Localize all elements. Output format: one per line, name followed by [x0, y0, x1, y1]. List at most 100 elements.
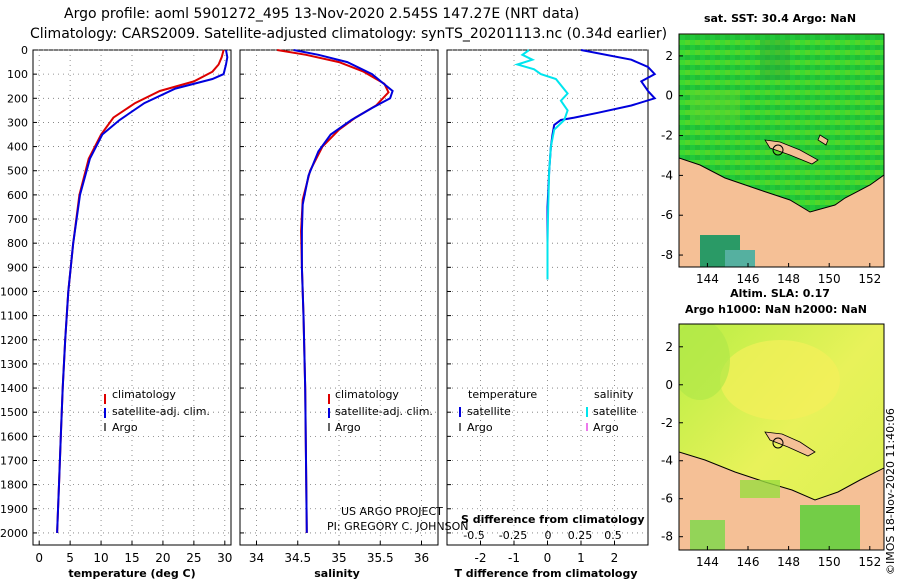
- series-line-climatology: [276, 49, 390, 533]
- map-lat-label: -6: [661, 208, 673, 222]
- depth-tick-label: 500: [7, 165, 28, 178]
- x-tick-label: 25: [186, 551, 201, 565]
- profile-series: [56, 49, 657, 533]
- depth-tick-label: 700: [7, 213, 28, 226]
- map2-frame: [678, 323, 885, 551]
- depth-tick-label: 1000: [0, 285, 28, 298]
- map-lat-label: 0: [665, 378, 673, 392]
- depth-tick-label: 1400: [0, 382, 28, 395]
- credit-line2: PI: GREGORY C. JOHNSON: [327, 520, 468, 533]
- depth-axis: 0 100 200 300 400 500 600 700 800 900 1000 1100 1200…: [0, 44, 451, 540]
- x2-tick-label: 0.5: [604, 529, 622, 542]
- legend-s-satellite: satellite: [593, 405, 637, 418]
- x2-tick-label: -0.25: [499, 529, 527, 542]
- legend-climatology: climatology: [112, 388, 176, 401]
- map-lon-label: 150: [818, 555, 841, 569]
- legend-t-argo: Argo: [467, 421, 493, 434]
- x-tick-label: 34: [249, 551, 264, 565]
- s-difference-ticks: -0.5 -0.25 0 0.25 0.5: [463, 529, 621, 542]
- depth-tick-label: 900: [7, 261, 28, 274]
- x2-tick-label: 0: [545, 529, 552, 542]
- credit-line1: US ARGO PROJECT: [341, 505, 443, 518]
- depth-tick-label: 200: [7, 92, 28, 105]
- x2-tick-label: -0.5: [463, 529, 484, 542]
- panel-grids: [33, 49, 648, 545]
- map-lat-label: 2: [665, 340, 673, 354]
- map1-title: sat. SST: 30.4 Argo: NaN: [704, 12, 856, 25]
- legend-t-satellite: satellite: [467, 405, 511, 418]
- depth-tick-label: 100: [7, 68, 28, 81]
- x-tick-label: 0: [35, 551, 43, 565]
- depth-tick-label: 400: [7, 141, 28, 154]
- x-tick-label: 35.5: [367, 551, 394, 565]
- map-lat-label: -8: [661, 248, 673, 262]
- x-tick-label: 30: [217, 551, 232, 565]
- legend-satellite-adj: satellite-adj. clim.: [112, 405, 210, 418]
- depth-tick-label: 1300: [0, 358, 28, 371]
- map1-subtitle: Altim. SLA: 0.17: [730, 287, 830, 300]
- map-lon-label: 150: [818, 272, 841, 286]
- map-lat-label: -4: [661, 168, 673, 182]
- argo-location-marker: [772, 144, 784, 156]
- xlabel-s-difference: S difference from climatology: [461, 513, 645, 526]
- x-tick-label: 5: [66, 551, 74, 565]
- height-map: [679, 324, 884, 550]
- xlabel-salinity: salinity: [314, 567, 360, 580]
- sst-map: [679, 34, 884, 267]
- map-lon-label: 146: [737, 555, 760, 569]
- map-lon-label: 152: [858, 272, 881, 286]
- depth-tick-label: 1500: [0, 406, 28, 419]
- x-tick-label: 10: [93, 551, 108, 565]
- x-tick-label: -1: [508, 551, 520, 565]
- timestamp: ©IMOS 18-Nov-2020 11:40:06: [884, 408, 897, 575]
- map-lat-label: -6: [661, 492, 673, 506]
- series-line-s-satellite: [513, 49, 569, 280]
- x-tick-label: 20: [155, 551, 170, 565]
- map-lon-label: 146: [737, 272, 760, 286]
- map-lat-label: 0: [665, 89, 673, 103]
- legend-title-temperature: temperature: [468, 388, 537, 401]
- depth-tick-label: 600: [7, 189, 28, 202]
- legend-satellite-adj: satellite-adj. clim.: [335, 405, 433, 418]
- depth-tick-label: 1800: [0, 479, 28, 492]
- x-tick-label: 0: [544, 551, 552, 565]
- x-axes: 0 5 10 15 20 25 30 34 34.5 35 35.5 36 -2 -1 0 1 2: [35, 541, 618, 565]
- temperature-legend: climatology satellite-adj. clim. Argo: [104, 388, 210, 434]
- depth-tick-label: 1900: [0, 503, 28, 516]
- map-lat-label: -4: [661, 454, 673, 468]
- map-lat-label: 2: [665, 49, 673, 63]
- map-lon-label: 152: [858, 555, 881, 569]
- difference-legend: temperature salinity satellite Argo sate…: [459, 388, 637, 434]
- x-tick-label: 15: [124, 551, 139, 565]
- depth-tick-label: 1100: [0, 310, 28, 323]
- x-tick-label: 34.5: [284, 551, 311, 565]
- legend-argo: Argo: [335, 421, 361, 434]
- depth-tick-label: 2000: [0, 527, 28, 540]
- map-lon-label: 148: [777, 272, 800, 286]
- depth-tick-label: 1600: [0, 430, 28, 443]
- x-tick-label: 2: [611, 551, 619, 565]
- map-lat-label: -8: [661, 530, 673, 544]
- salinity-legend: climatology satellite-adj. clim. Argo: [328, 388, 433, 434]
- map-lon-label: 148: [777, 555, 800, 569]
- series-line-satellite-adj-clim-: [293, 49, 394, 533]
- series-line-satellite-adj-clim-: [56, 49, 229, 533]
- legend-climatology: climatology: [335, 388, 399, 401]
- depth-tick-label: 1200: [0, 334, 28, 347]
- series-line-t-satellite: [546, 49, 657, 280]
- x-tick-label: 1: [577, 551, 585, 565]
- x-tick-label: 35: [331, 551, 346, 565]
- xlabel-temperature: temperature (deg C): [68, 567, 195, 580]
- map2-title: Argo h1000: NaN h2000: NaN: [685, 303, 867, 316]
- argo-location-marker: [772, 437, 784, 449]
- map-lat-label: -2: [661, 416, 673, 430]
- legend-s-argo: Argo: [593, 421, 619, 434]
- plot-title-line2: Climatology: CARS2009. Satellite-adjuste…: [30, 26, 668, 42]
- x-tick-label: 36: [414, 551, 429, 565]
- depth-tick-label: 800: [7, 237, 28, 250]
- legend-argo: Argo: [112, 421, 138, 434]
- depth-tick-label: 300: [7, 116, 28, 129]
- map1-axes: 2 0 -2 -4 -6 -8 144 146 148 150 152: [661, 49, 881, 286]
- map-lat-label: -2: [661, 129, 673, 143]
